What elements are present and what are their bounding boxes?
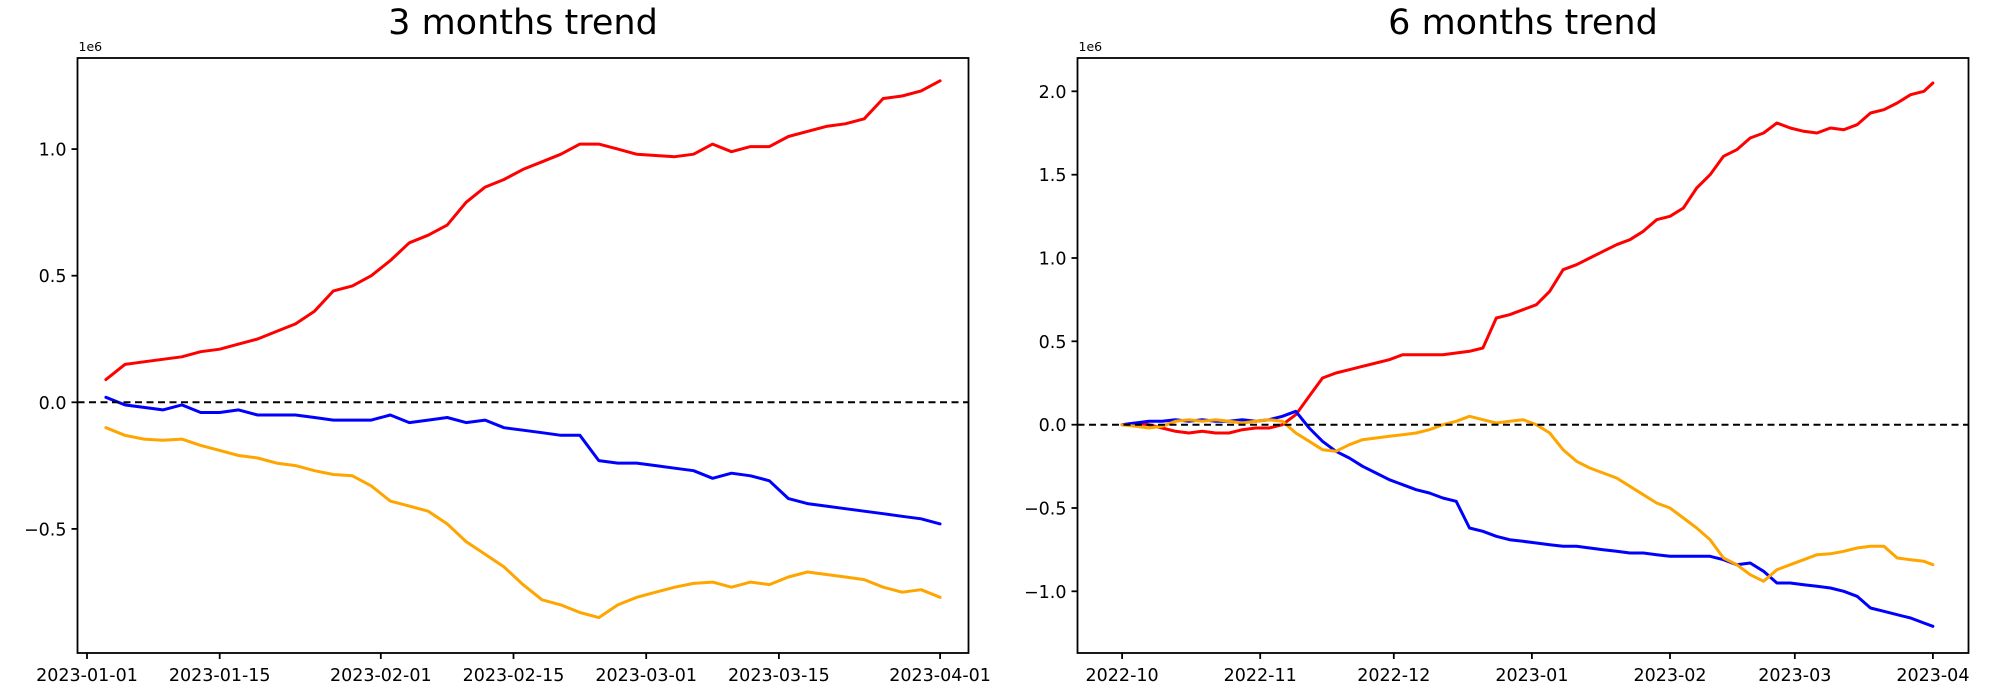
y-tick-label: 0.0 [39,394,67,414]
y-tick-label: 1.0 [1039,250,1067,270]
x-tick-label: 2023-03-15 [728,666,830,686]
x-tick-label: 2022-10 [1086,666,1159,686]
y-axis-offset-label: 1e6 [79,39,103,54]
chart-3-months-trend: 3 months trend 2023-01-01 2023-01-15 2023-… [24,3,991,686]
y-tick-label: 0.0 [1039,416,1067,436]
series-line-orange [1120,414,1935,583]
x-tick-label: 2023-04 [1896,666,1969,686]
y-tick-label: −0.5 [24,520,67,540]
y-axis-offset-label: 1e6 [1079,39,1103,54]
series-line-red [1120,81,1935,435]
y-tick-label: 2.0 [1039,83,1067,103]
x-tick-label: 2023-01-15 [169,666,271,686]
y-tick-label: 0.5 [1039,333,1067,353]
y-tick-label: 0.5 [39,267,67,287]
x-tick-label: 2023-02-15 [463,666,565,686]
chart-canvas-3-months: 2023-01-01 2023-01-15 2023-02-01 2023-02-15… [24,39,991,686]
x-tick-label: 2022-12 [1357,666,1430,686]
x-tick-label: 2023-01-01 [36,666,138,686]
x-tick-label: 2023-04-01 [889,666,991,686]
chart-6-months-trend: 6 months trend 2022-10 2022-11 2022-12 2023… [1000,0,2000,700]
y-tick-label: 1.0 [39,141,67,161]
y-tick-label: 1.5 [1039,166,1067,186]
x-tick-label: 2023-03-01 [595,666,697,686]
x-tick-label: 2023-02-01 [330,666,432,686]
series-line-orange [104,426,942,620]
chart-title-3-months: 3 months trend [388,3,658,43]
y-tick-label: −1.0 [1024,583,1067,603]
x-tick-label: 2022-11 [1224,666,1297,686]
chart-title-6-months: 6 months trend [1388,3,1658,43]
y-tick-label: −0.5 [1024,500,1067,520]
x-tick-label: 2023-03 [1758,666,1831,686]
x-tick-label: 2023-01 [1495,666,1568,686]
series-line-red [104,79,942,382]
chart-canvas-6-months: 2022-10 2022-11 2022-12 2023-01 2023-02 2023-… [1024,39,1970,686]
series-line-blue [1120,409,1935,628]
axes-spines [1076,57,1970,654]
axes-spines [76,57,970,654]
x-tick-label: 2023-02 [1633,666,1706,686]
series-line-blue [104,395,942,526]
